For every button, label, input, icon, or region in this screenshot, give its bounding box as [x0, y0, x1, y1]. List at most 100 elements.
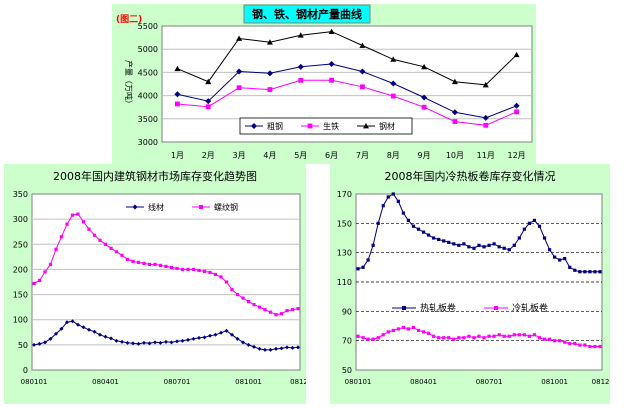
data-point-s0-10: [406, 218, 411, 222]
y-tick-label-1: 50: [18, 341, 28, 350]
data-point-s0-43: [268, 347, 273, 352]
data-point-s1-36: [537, 336, 542, 340]
data-point-s1-23: [472, 336, 476, 340]
data-point-s0-17: [442, 239, 446, 243]
data-point-s0-11: [513, 102, 520, 109]
data-point-s1-18: [131, 259, 135, 263]
data-point-s0-47: [290, 345, 295, 350]
data-point-s1-42: [568, 342, 572, 346]
data-point-s0-45: [279, 346, 284, 351]
data-point-s0-28: [497, 245, 501, 249]
y-tick-label-3: 4500: [138, 68, 158, 77]
data-point-s1-42: [263, 308, 267, 312]
data-point-s1-39: [246, 300, 251, 304]
data-point-s0-6: [359, 68, 366, 75]
data-point-s1-22: [153, 262, 157, 266]
data-point-s0-24: [477, 243, 481, 247]
legend-label-1: 冷轧板卷: [512, 302, 548, 314]
y-tick-label-4: 200: [13, 265, 28, 274]
series-line-1: [177, 79, 517, 126]
data-point-s0-7: [390, 80, 397, 87]
data-point-s1-4: [376, 336, 380, 340]
data-point-s1-17: [125, 257, 130, 261]
data-point-s1-4: [54, 247, 58, 251]
data-point-s1-47: [290, 308, 295, 312]
data-point-s0-46: [285, 345, 289, 350]
data-point-s1-45: [583, 343, 587, 347]
data-point-s1-48: [296, 307, 300, 311]
y-tick-label-2: 100: [13, 316, 28, 325]
y-axis-label: 产量（万吨）: [124, 60, 134, 108]
data-point-s1-40: [558, 339, 562, 343]
data-point-s1-24: [477, 334, 481, 338]
x-tick-label-0: 080101: [21, 378, 48, 386]
data-point-s1-6: [65, 222, 69, 226]
data-point-s0-5: [59, 326, 64, 331]
legend-marker-1: [494, 306, 498, 310]
data-point-s0-20: [457, 243, 461, 247]
data-point-s1-17: [442, 336, 446, 340]
data-point-s0-4: [376, 221, 380, 225]
data-point-s1-21: [462, 336, 466, 340]
y-tick-label-5: 250: [13, 240, 28, 249]
data-point-s0-38: [241, 340, 245, 345]
data-point-s1-30: [197, 268, 201, 273]
data-point-s1-19: [452, 337, 456, 341]
data-point-s1-10: [483, 122, 489, 128]
data-point-s0-14: [426, 233, 431, 237]
legend-marker-2: [363, 123, 369, 129]
data-point-s0-11: [411, 224, 416, 228]
data-point-s1-26: [175, 266, 179, 271]
data-point-s0-29: [502, 246, 506, 250]
chart-title: 钢、铁、钢材产量曲线: [252, 7, 362, 21]
data-point-s0-19: [452, 242, 456, 246]
data-point-s1-31: [512, 333, 516, 337]
data-point-s0-9: [401, 211, 405, 215]
data-point-s0-8: [421, 94, 428, 101]
x-tick-label-1: 080401: [92, 378, 119, 386]
data-point-s0-23: [158, 340, 163, 345]
data-point-s1-34: [219, 275, 223, 279]
data-point-s0-13: [103, 334, 108, 339]
data-point-s0-25: [169, 340, 174, 345]
data-point-s0-34: [219, 330, 223, 335]
data-point-s0-30: [197, 335, 201, 340]
data-point-s1-31: [202, 269, 207, 274]
data-point-s1-38: [547, 337, 552, 341]
data-point-s0-12: [98, 332, 102, 337]
x-tick-label-2: 3月: [233, 151, 246, 160]
data-point-s0-2: [366, 258, 370, 262]
data-point-s0-24: [164, 339, 168, 344]
data-point-s1-47: [593, 344, 597, 349]
data-point-s0-23: [472, 246, 476, 250]
data-point-s0-41: [563, 256, 567, 261]
data-point-s1-34: [527, 334, 532, 338]
data-point-s1-33: [522, 333, 526, 337]
data-point-s1-45: [279, 312, 284, 316]
data-point-s1-30: [507, 334, 511, 338]
data-point-s0-33: [522, 227, 526, 231]
legend-label-0: 热轧板卷: [420, 302, 456, 314]
data-point-s1-12: [416, 328, 421, 332]
legend-label-2: 钢材: [379, 121, 395, 131]
data-point-s0-34: [527, 221, 532, 225]
data-point-s2-10: [482, 81, 489, 88]
data-point-s0-45: [583, 270, 587, 274]
data-point-s0-15: [114, 338, 119, 343]
data-point-s1-5: [329, 77, 334, 83]
data-point-s1-29: [502, 334, 506, 338]
y-tick-label-5: 5500: [138, 22, 158, 31]
data-point-s0-4: [54, 331, 58, 336]
data-point-s1-16: [120, 253, 124, 257]
data-point-s2-0: [174, 65, 181, 72]
y-tick-label-3: 110: [337, 278, 352, 287]
y-tick-label-6: 170: [337, 190, 352, 199]
y-tick-label-6: 300: [13, 215, 28, 224]
data-point-s0-6: [386, 195, 390, 199]
data-point-s1-16: [437, 336, 441, 340]
data-point-s1-43: [268, 310, 273, 314]
legend-marker-0: [251, 123, 257, 129]
data-point-s1-40: [252, 303, 256, 307]
data-point-s1-3: [48, 262, 53, 266]
legend-label-0: 粗钢: [267, 121, 283, 131]
